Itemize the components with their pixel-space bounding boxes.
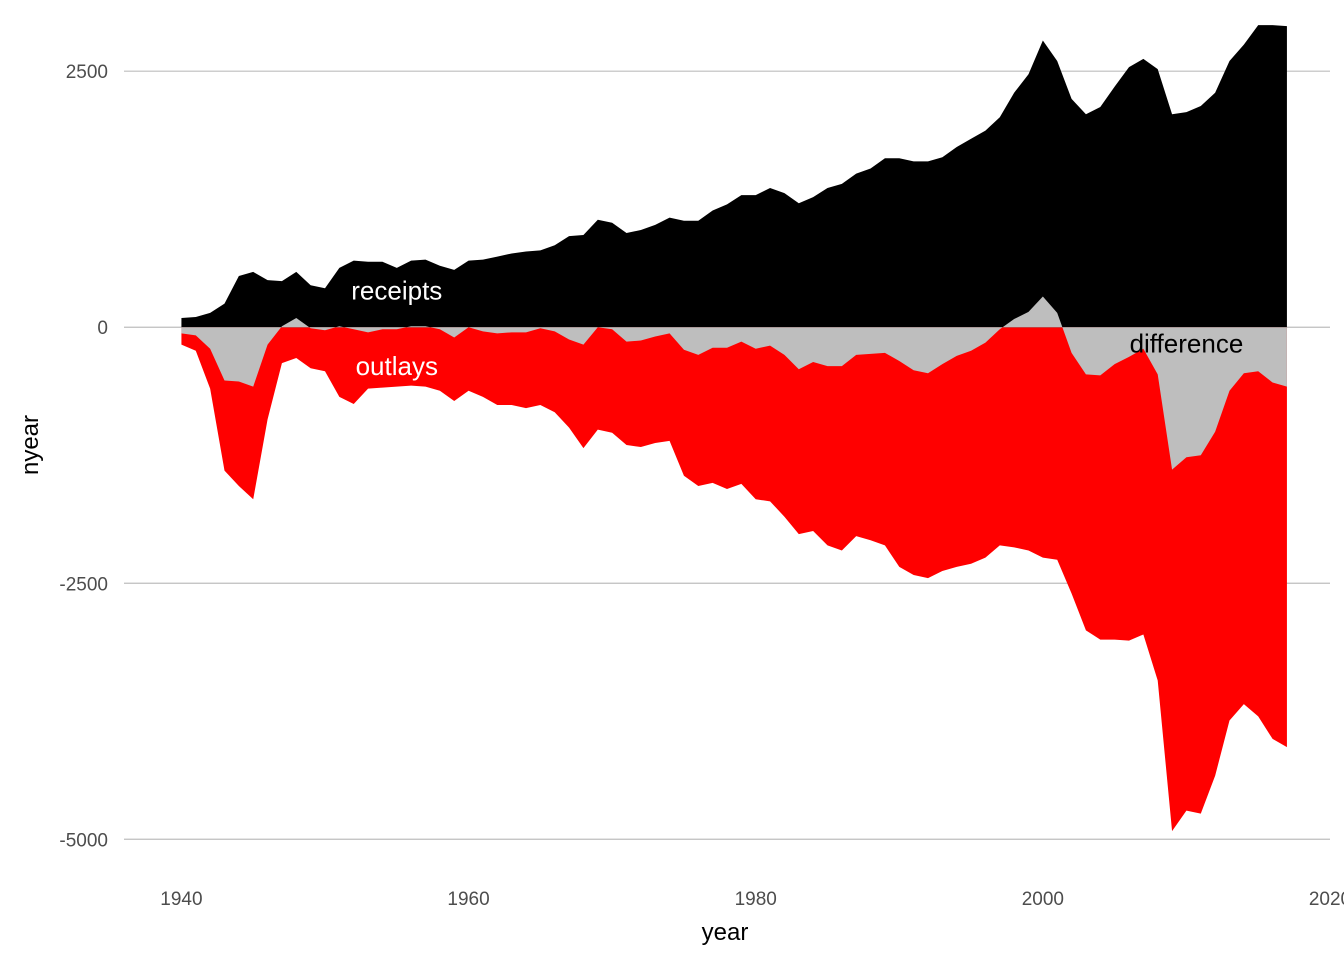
- x-tick-label: 2020: [1309, 889, 1344, 910]
- x-axis-title: year: [702, 919, 749, 946]
- annotation-outlays: outlays: [356, 351, 438, 381]
- y-axis-title: nyear: [17, 415, 44, 475]
- x-tick-labels: 1940 1960 1980 2000 2020: [160, 889, 1344, 910]
- x-tick-label: 1960: [447, 889, 489, 910]
- area-receipts: [181, 25, 1287, 328]
- y-tick-label: -2500: [59, 574, 108, 595]
- annotations: receipts outlays difference: [351, 275, 1243, 381]
- annotation-difference: difference: [1130, 329, 1244, 359]
- x-tick-label: 1980: [735, 889, 777, 910]
- y-tick-label: 0: [97, 318, 108, 339]
- y-tick-labels: 2500 0 -2500 -5000: [59, 62, 108, 851]
- x-tick-label: 1940: [160, 889, 202, 910]
- x-tick-label: 2000: [1022, 889, 1064, 910]
- y-tick-label: 2500: [66, 62, 108, 83]
- annotation-receipts: receipts: [351, 275, 442, 305]
- area-difference: [181, 296, 1287, 470]
- y-tick-label: -5000: [59, 830, 108, 851]
- area-layers: [181, 25, 1287, 832]
- area-outlays: [181, 327, 1287, 832]
